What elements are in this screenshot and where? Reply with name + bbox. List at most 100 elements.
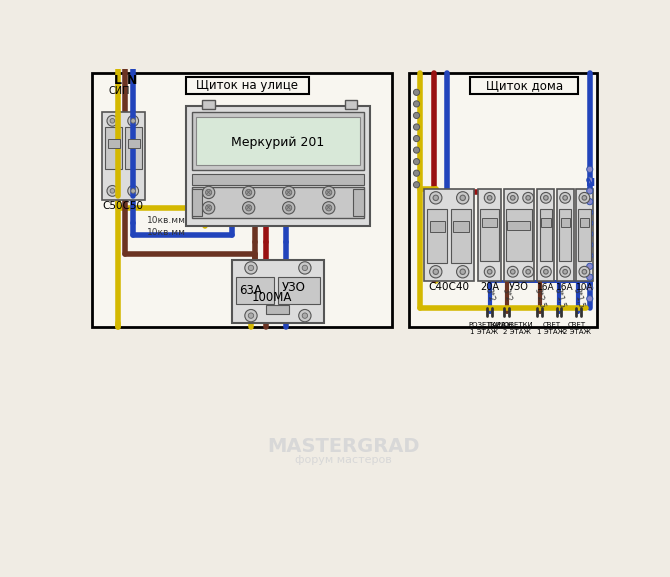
Text: Меркурий 201: Меркурий 201	[231, 136, 324, 149]
Circle shape	[541, 267, 551, 277]
Text: N: N	[586, 178, 595, 188]
Circle shape	[285, 189, 291, 196]
Bar	[267, 305, 289, 314]
Circle shape	[543, 196, 548, 200]
Circle shape	[107, 186, 118, 196]
Text: УЗО: УЗО	[281, 280, 306, 294]
Text: 100МА: 100МА	[251, 291, 292, 304]
Circle shape	[326, 205, 332, 211]
Circle shape	[563, 196, 567, 200]
Text: 3*2: 3*2	[500, 287, 513, 302]
Circle shape	[543, 269, 548, 274]
Circle shape	[582, 196, 587, 200]
Circle shape	[487, 269, 492, 274]
Text: форум мастеров: форум мастеров	[295, 455, 392, 466]
Bar	[345, 100, 357, 109]
Circle shape	[484, 193, 495, 203]
Circle shape	[460, 269, 466, 275]
Circle shape	[413, 170, 419, 176]
Circle shape	[413, 124, 419, 130]
Circle shape	[587, 177, 593, 183]
Bar	[192, 174, 364, 185]
Bar	[451, 209, 471, 263]
Text: СВЕТ
1 ЭТАЖ: СВЕТ 1 ЭТАЖ	[537, 322, 565, 335]
Circle shape	[413, 89, 419, 95]
Bar	[409, 73, 598, 327]
Text: 20А: 20А	[480, 282, 499, 292]
Circle shape	[456, 192, 469, 204]
Circle shape	[579, 193, 590, 203]
Circle shape	[587, 263, 593, 269]
Bar	[236, 277, 274, 304]
Circle shape	[299, 309, 311, 322]
Circle shape	[206, 205, 212, 211]
Circle shape	[322, 202, 335, 214]
Bar	[186, 77, 309, 94]
Circle shape	[249, 313, 254, 319]
Bar	[128, 138, 140, 148]
Circle shape	[243, 202, 255, 214]
Bar	[507, 221, 531, 230]
Text: ×: ×	[205, 203, 212, 212]
Text: C40C40: C40C40	[428, 282, 470, 292]
Circle shape	[246, 189, 252, 196]
Text: 3*2,5: 3*2,5	[533, 287, 547, 309]
Text: C50C50: C50C50	[103, 201, 143, 211]
Circle shape	[587, 220, 593, 226]
Bar	[480, 209, 499, 261]
Circle shape	[202, 186, 215, 198]
Text: 10кв.мм: 10кв.мм	[147, 228, 186, 237]
Text: УЗО: УЗО	[509, 282, 529, 292]
Bar	[559, 209, 572, 261]
Circle shape	[107, 115, 118, 126]
Circle shape	[302, 313, 308, 319]
Text: 3*2: 3*2	[484, 287, 496, 302]
Circle shape	[587, 285, 593, 291]
Text: РОЗЕТКИ
2 ЭТАЖ: РОЗЕТКИ 2 ЭТАЖ	[500, 322, 533, 335]
Bar	[125, 127, 143, 169]
Bar	[424, 189, 474, 281]
Bar	[278, 277, 320, 304]
Text: ×: ×	[285, 203, 292, 212]
Circle shape	[559, 267, 571, 277]
Circle shape	[429, 265, 442, 278]
Bar	[504, 189, 535, 281]
Circle shape	[526, 269, 531, 274]
Circle shape	[131, 189, 135, 193]
Circle shape	[283, 186, 295, 198]
Circle shape	[206, 189, 212, 196]
Text: MASTERGRAD: MASTERGRAD	[267, 437, 419, 456]
Bar	[186, 106, 371, 226]
Circle shape	[460, 195, 466, 201]
Circle shape	[110, 189, 115, 193]
Text: СВЕТ
2 ЭТАЖ: СВЕТ 2 ЭТАЖ	[563, 322, 591, 335]
Bar	[192, 189, 202, 216]
Circle shape	[299, 262, 311, 274]
Circle shape	[128, 115, 139, 126]
Circle shape	[433, 195, 438, 201]
Circle shape	[413, 136, 419, 141]
Circle shape	[526, 196, 531, 200]
Text: ×: ×	[245, 188, 252, 197]
Circle shape	[587, 242, 593, 248]
Bar	[561, 218, 570, 227]
Circle shape	[283, 202, 295, 214]
Bar	[578, 209, 590, 261]
Circle shape	[246, 205, 252, 211]
Bar	[192, 113, 364, 170]
Circle shape	[559, 193, 571, 203]
Circle shape	[413, 113, 419, 118]
Bar	[506, 209, 532, 261]
Text: Щиток на улице: Щиток на улице	[196, 79, 298, 92]
Text: 63А: 63А	[240, 284, 263, 297]
Text: ×: ×	[325, 203, 332, 212]
Bar	[580, 218, 589, 227]
Text: РОЗЕТКИ
1 ЭТАЖ: РОЗЕТКИ 1 ЭТАЖ	[468, 322, 500, 335]
Text: ×: ×	[245, 203, 252, 212]
Bar	[478, 189, 501, 281]
Circle shape	[302, 265, 308, 271]
Text: 10А: 10А	[576, 283, 593, 291]
Bar	[429, 221, 445, 232]
Circle shape	[413, 159, 419, 164]
Bar	[540, 209, 552, 261]
